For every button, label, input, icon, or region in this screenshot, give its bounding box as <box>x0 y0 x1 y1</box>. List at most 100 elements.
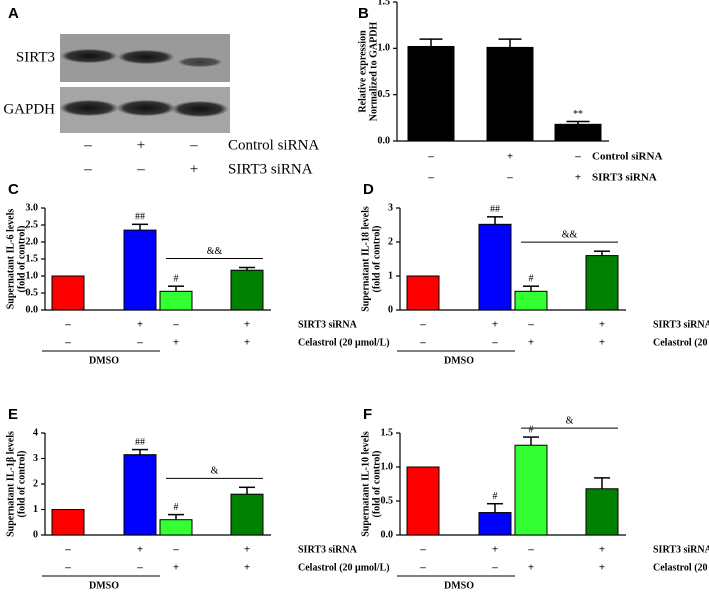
panel: F 0.0 0.5 1.0 1.5 Supernatant IL-10 levels (fo… <box>360 406 709 591</box>
error-bar <box>566 120 590 125</box>
row-label: Celastrol (20 μmol/L) <box>298 337 390 348</box>
error-bar <box>132 448 148 455</box>
sign: + <box>599 319 605 331</box>
row-label: Celastrol (20 μmol/L) <box>653 562 709 573</box>
bar <box>478 223 512 311</box>
row-label: SIRT3 siRNA <box>653 544 709 555</box>
band-label: SIRT3 <box>16 49 55 65</box>
sign: – <box>64 562 71 574</box>
sign: – <box>427 151 434 163</box>
significance: ** <box>573 109 583 120</box>
sign: + <box>599 337 605 349</box>
band-label: GAPDH <box>3 101 55 117</box>
sign: – <box>419 337 426 349</box>
sign: – <box>419 544 426 556</box>
sign: + <box>599 544 605 556</box>
y-axis-label: (fold of control) <box>16 450 27 517</box>
bar <box>159 290 193 311</box>
significance: # <box>174 273 179 284</box>
row-label: SIRT3 siRNA <box>298 319 358 330</box>
error-bar <box>487 502 503 513</box>
y-tick-label: 0 <box>33 529 38 540</box>
bar <box>585 488 619 536</box>
blot-band <box>60 100 118 116</box>
bracket-label: & <box>211 466 219 477</box>
sign: – <box>136 337 143 349</box>
error-bar <box>523 436 539 446</box>
error-bar <box>594 477 610 489</box>
y-axis-label: Relative expression <box>357 30 368 113</box>
y-tick-label: 3 <box>388 202 393 213</box>
group-label: DMSO <box>444 355 474 366</box>
y-axis-label: (fold of control) <box>371 225 382 292</box>
error-bar <box>239 486 255 495</box>
sign: + <box>507 151 513 163</box>
bar <box>486 46 534 142</box>
y-axis-label: Supernatant IL-1β levels <box>5 431 16 537</box>
y-tick-label: 0.0 <box>378 135 391 146</box>
y-tick-label: 2.5 <box>26 219 39 230</box>
significance: # <box>529 273 534 284</box>
sign: – <box>574 151 581 163</box>
bar <box>230 269 264 311</box>
sign: – <box>419 319 426 331</box>
bar <box>478 512 512 536</box>
sign: + <box>244 337 250 349</box>
sign: – <box>506 172 513 184</box>
y-tick-label: 0.5 <box>26 287 39 298</box>
blot-band <box>61 49 117 63</box>
y-tick-label: 2 <box>33 478 38 489</box>
sign: + <box>137 319 143 331</box>
group-label: DMSO <box>89 580 119 591</box>
sign: – <box>83 137 92 153</box>
significance: # <box>493 491 498 502</box>
row-label: Control siRNA <box>228 137 319 153</box>
group-label: DMSO <box>89 355 119 366</box>
sign: – <box>64 544 71 556</box>
sign: – <box>491 562 498 574</box>
blot-band <box>117 100 175 116</box>
significance: ## <box>490 204 500 215</box>
y-tick-label: 3 <box>33 453 38 464</box>
panel: C 0.0 0.5 1.0 1.5 2.0 2.5 3.0 Supernatant IL-6 l… <box>5 181 389 366</box>
panel-label: F <box>363 406 372 423</box>
y-axis-label: Normalized to GAPDH <box>368 22 379 122</box>
panel-label: D <box>363 181 374 198</box>
sign: – <box>419 562 426 574</box>
y-axis-label: (fold of control) <box>16 225 27 292</box>
row-label: SIRT3 siRNA <box>228 161 313 177</box>
sign: + <box>528 562 534 574</box>
row-label: SIRT3 siRNA <box>592 172 657 184</box>
sign: + <box>244 562 250 574</box>
y-tick-label: 0.0 <box>381 529 394 540</box>
sign: – <box>172 544 179 556</box>
y-axis-label: Supernatant IL-18 levels <box>360 206 371 312</box>
sign: – <box>136 562 143 574</box>
sign: – <box>189 137 198 153</box>
y-tick-label: 4 <box>33 427 38 438</box>
significance: ## <box>135 437 145 448</box>
sign: + <box>137 544 143 556</box>
sign: + <box>492 319 498 331</box>
y-tick-label: 0.5 <box>378 89 391 100</box>
bracket-label: && <box>207 246 223 257</box>
y-tick-label: 1.0 <box>26 270 39 281</box>
sign: + <box>492 544 498 556</box>
panel-label: B <box>358 5 369 22</box>
panel-label: A <box>8 5 19 22</box>
bar <box>585 255 619 311</box>
sign: + <box>575 172 581 184</box>
row-label: SIRT3 siRNA <box>298 544 358 555</box>
y-tick-label: 1.0 <box>381 461 394 472</box>
sign: + <box>190 161 198 177</box>
y-tick-label: 0 <box>388 304 393 315</box>
error-bar <box>239 266 255 271</box>
y-axis-label: (fold of control) <box>371 450 382 517</box>
sign: + <box>173 337 179 349</box>
y-tick-label: 1 <box>33 504 38 515</box>
row-label: Celastrol (20 μmol/L) <box>653 337 709 348</box>
y-tick-label: 1.0 <box>378 43 391 54</box>
y-tick-label: 0.5 <box>381 495 394 506</box>
error-bar <box>419 38 443 47</box>
